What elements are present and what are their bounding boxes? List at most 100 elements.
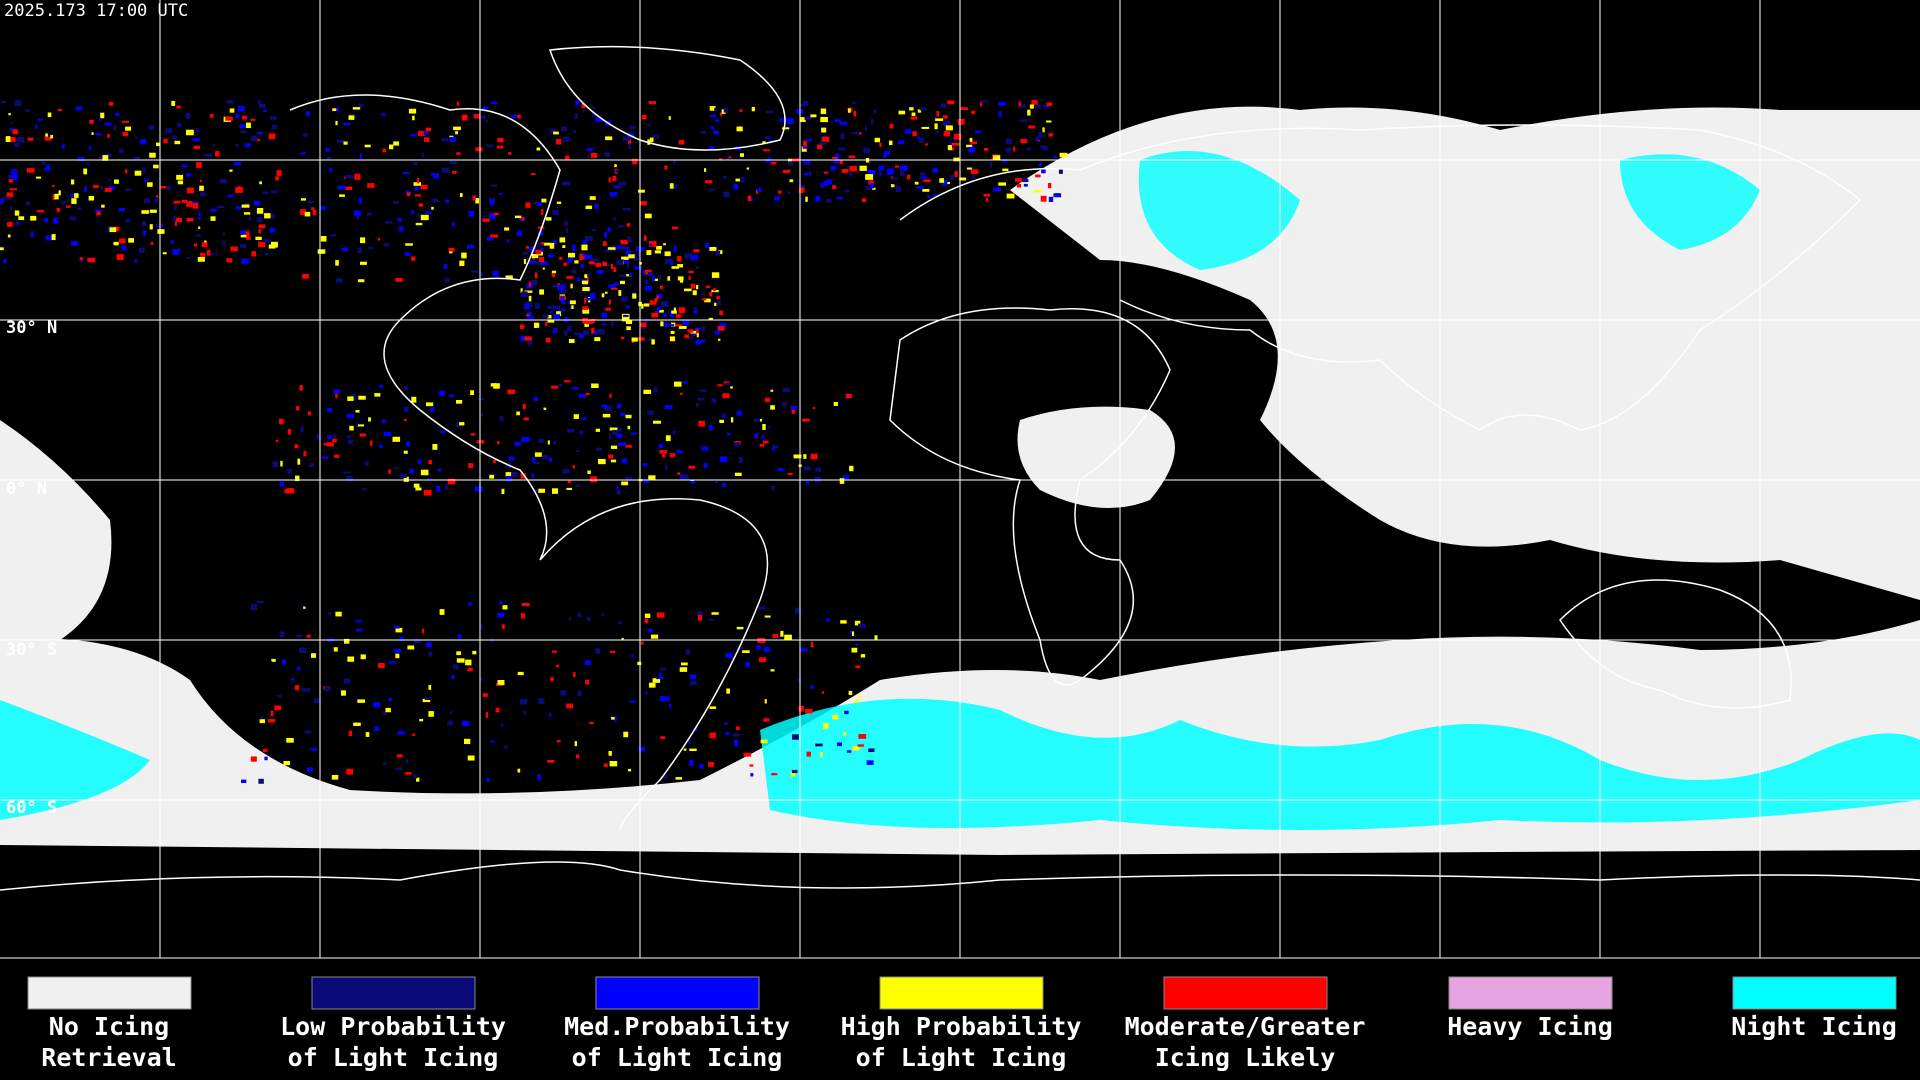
icing-pixel bbox=[523, 251, 529, 255]
icing-pixel bbox=[523, 259, 527, 264]
icing-pixel bbox=[645, 279, 648, 284]
icing-pixel bbox=[613, 267, 617, 272]
icing-pixel bbox=[367, 212, 372, 216]
icing-pixel bbox=[235, 187, 243, 193]
icing-pixel bbox=[798, 705, 804, 712]
icing-pixel bbox=[419, 719, 424, 722]
icing-pixel bbox=[661, 453, 666, 458]
icing-pixel bbox=[1052, 155, 1057, 158]
cloud-area bbox=[0, 420, 112, 640]
icing-pixel bbox=[801, 146, 807, 152]
icing-pixel bbox=[388, 469, 391, 474]
icing-pixel bbox=[565, 227, 569, 233]
icing-pixel bbox=[709, 732, 716, 739]
icing-pixel bbox=[581, 417, 587, 420]
icing-pixel bbox=[566, 703, 574, 709]
icing-pixel bbox=[359, 153, 363, 159]
icing-pixel bbox=[36, 176, 42, 179]
icing-pixel bbox=[662, 775, 668, 779]
icing-pixel bbox=[347, 396, 354, 401]
icing-pixel bbox=[174, 220, 177, 227]
icing-pixel bbox=[799, 184, 806, 188]
icing-pixel bbox=[815, 743, 823, 747]
icing-pixel bbox=[688, 270, 694, 274]
icing-pixel bbox=[447, 720, 454, 726]
icing-pixel bbox=[561, 309, 566, 312]
icing-pixel bbox=[787, 118, 794, 124]
icing-pixel bbox=[405, 759, 409, 764]
icing-pixel bbox=[383, 243, 390, 247]
icing-pixel bbox=[842, 169, 848, 173]
icing-pixel bbox=[101, 185, 104, 191]
icing-pixel bbox=[736, 126, 743, 132]
icing-pixel bbox=[850, 630, 853, 634]
icing-pixel bbox=[874, 137, 881, 143]
icing-pixels bbox=[0, 100, 1068, 784]
icing-pixel bbox=[388, 661, 397, 664]
icing-pixel bbox=[595, 263, 602, 268]
icing-pixel bbox=[725, 652, 733, 658]
icing-pixel bbox=[50, 135, 54, 139]
icing-pixel bbox=[155, 199, 158, 203]
icing-pixel bbox=[420, 469, 429, 476]
icing-pixel bbox=[257, 100, 261, 104]
icing-pixel bbox=[751, 106, 755, 112]
icing-pixel bbox=[336, 139, 345, 143]
icing-pixel bbox=[134, 170, 142, 176]
icing-pixel bbox=[763, 718, 770, 722]
icing-pixel bbox=[851, 132, 859, 135]
icing-pixel bbox=[516, 411, 520, 416]
icing-pixel bbox=[777, 468, 785, 471]
icing-pixel bbox=[711, 272, 720, 278]
icing-pixel bbox=[423, 131, 428, 136]
icing-pixel bbox=[773, 445, 779, 449]
icing-pixel bbox=[1058, 168, 1063, 174]
icing-pixel bbox=[425, 127, 432, 132]
icing-pixel bbox=[934, 123, 938, 130]
icing-pixel bbox=[849, 465, 854, 472]
icing-pixel bbox=[215, 252, 218, 256]
icing-pixel bbox=[549, 242, 555, 249]
icing-pixel bbox=[648, 475, 656, 480]
icing-pixel bbox=[979, 100, 988, 103]
icing-pixel bbox=[149, 209, 157, 213]
icing-pixel bbox=[177, 123, 182, 128]
icing-pixel bbox=[415, 222, 423, 226]
icing-pixel bbox=[1042, 105, 1050, 108]
icing-pixel bbox=[849, 166, 857, 172]
icing-pixel bbox=[873, 109, 877, 114]
icing-pixel bbox=[787, 191, 790, 194]
icing-pixel bbox=[772, 485, 775, 491]
icing-pixel bbox=[678, 326, 687, 329]
legend-swatch bbox=[1732, 976, 1897, 1010]
icing-pixel bbox=[634, 266, 643, 270]
icing-pixel bbox=[374, 393, 381, 397]
icing-pixel bbox=[227, 194, 234, 198]
icing-pixel bbox=[694, 327, 701, 331]
icing-pixel bbox=[393, 141, 400, 146]
icing-pixel bbox=[479, 677, 483, 681]
icing-pixel bbox=[347, 656, 355, 662]
icing-pixel bbox=[122, 120, 129, 123]
icing-pixel bbox=[244, 143, 251, 148]
icing-pixel bbox=[809, 171, 812, 177]
icing-pixel bbox=[849, 171, 853, 177]
icing-pixel bbox=[647, 410, 654, 416]
icing-pixel bbox=[651, 634, 659, 639]
icing-pixel bbox=[643, 303, 650, 307]
icing-pixel bbox=[66, 205, 71, 208]
icing-pixel bbox=[878, 165, 885, 171]
icing-pixel bbox=[511, 114, 519, 118]
icing-pixel bbox=[702, 298, 707, 301]
icing-pixel bbox=[1029, 104, 1034, 109]
icing-pixel bbox=[567, 257, 573, 263]
icing-pixel bbox=[181, 199, 188, 203]
icing-pixel bbox=[617, 427, 622, 432]
icing-pixel bbox=[907, 174, 911, 180]
icing-pixel bbox=[571, 387, 579, 390]
icing-pixel bbox=[820, 117, 828, 123]
icing-pixel bbox=[279, 631, 285, 638]
icing-pixel bbox=[708, 618, 715, 621]
icing-pixel bbox=[723, 107, 728, 113]
